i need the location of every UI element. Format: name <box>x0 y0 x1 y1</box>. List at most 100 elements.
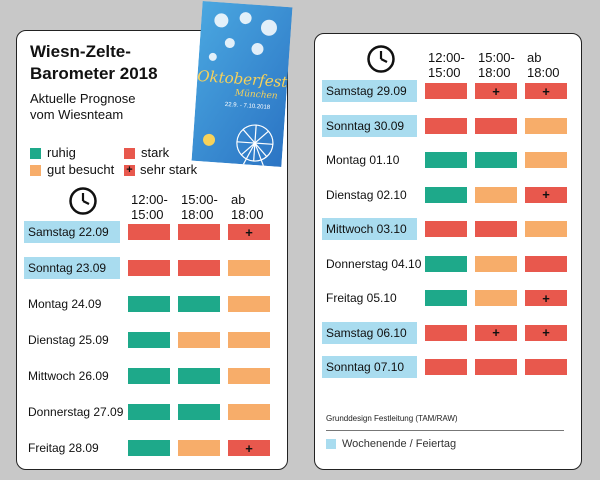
crowd-cell-sehr-stark: + <box>228 440 270 456</box>
day-label: Sonntag 23.09 <box>24 257 120 279</box>
swatch-stark <box>124 147 135 159</box>
credit-note: Grunddesign Festleitung (TAM/RAW) <box>326 414 458 423</box>
day-row: Sonntag 30.09 <box>322 114 572 137</box>
crowd-cell-gut <box>178 440 220 456</box>
day-row: Sonntag 07.10 <box>322 356 572 378</box>
crowd-cell-stark <box>178 260 220 276</box>
crowd-cell-gut <box>475 290 517 306</box>
crowd-cell-ruhig <box>475 152 517 168</box>
swatch-gut <box>30 164 41 176</box>
poster-dates: 22.9. - 7.10.2018 <box>225 102 271 111</box>
clock-icon <box>69 187 97 215</box>
oktoberfest-poster: Oktoberfest München 22.9. - 7.10.2018 <box>191 1 293 167</box>
crowd-cell-sehr-stark: + <box>525 290 567 306</box>
crowd-cell-gut <box>525 152 567 168</box>
page-title: Wiesn-Zelte- Barometer 2018 <box>30 42 158 83</box>
crowd-cell-stark <box>128 224 170 240</box>
legend-weekend: Wochenende / Feiertag <box>326 438 456 450</box>
crowd-cell-sehr-stark: + <box>475 324 517 341</box>
crowd-cell-stark <box>425 117 467 134</box>
crowd-cell-gut <box>228 296 270 312</box>
crowd-cell-ruhig <box>128 368 170 384</box>
plus-icon: + <box>245 440 253 456</box>
day-label: Dienstag 25.09 <box>28 333 109 347</box>
crowd-cell-sehr-stark: + <box>475 83 517 99</box>
crowd-cell-sehr-stark: + <box>525 324 567 341</box>
day-label: Samstag 29.09 <box>322 80 417 102</box>
header-slot-2: 15:00- 18:00 <box>181 192 218 222</box>
crowd-cell-sehr-stark: + <box>228 224 270 240</box>
crowd-cell-stark <box>525 359 567 375</box>
crowd-cell-gut <box>228 332 270 348</box>
day-row: Freitag 05.10 + <box>322 287 572 309</box>
day-label: Sonntag 07.10 <box>322 356 417 378</box>
day-label: Dienstag 02.10 <box>326 187 407 202</box>
ferris-wheel-icon <box>236 124 274 166</box>
day-label: Freitag 05.10 <box>326 291 397 305</box>
crowd-cell-stark <box>525 255 567 272</box>
legend-stark: stark <box>124 146 169 160</box>
crowd-cell-gut <box>475 255 517 272</box>
subtitle: Aktuelle Prognose vom Wiesnteam <box>30 91 136 122</box>
header-slot-1: 12:00- 15:00 <box>131 192 168 222</box>
crowd-cell-stark <box>425 359 467 375</box>
day-label: Sonntag 30.09 <box>322 114 417 137</box>
day-row: Donnerstag 04.10 <box>322 253 572 275</box>
crowd-cell-gut <box>525 117 567 134</box>
day-row: Donnerstag 27.09 <box>24 401 274 423</box>
crowd-cell-ruhig <box>128 440 170 456</box>
plus-icon: + <box>542 290 550 306</box>
crowd-cell-gut <box>178 332 220 348</box>
crowd-cell-gut <box>228 368 270 384</box>
day-row: Dienstag 02.10 + <box>322 184 572 206</box>
plus-icon: + <box>492 325 500 340</box>
crowd-cell-ruhig <box>178 296 220 312</box>
day-row: Montag 24.09 <box>24 293 274 315</box>
day-label: Montag 01.10 <box>326 153 400 167</box>
crowd-cell-gut <box>228 404 270 420</box>
crowd-cell-stark <box>425 221 467 237</box>
day-row: Samstag 22.09 + <box>24 221 274 243</box>
legend-gut: gut besucht <box>30 163 114 177</box>
footer-divider <box>326 430 564 431</box>
legend-sehr-stark: + sehr stark <box>124 163 197 177</box>
crowd-cell-gut <box>475 186 517 203</box>
plus-icon: + <box>124 164 135 176</box>
crowd-cell-ruhig <box>178 404 220 420</box>
day-row: Dienstag 25.09 <box>24 329 274 351</box>
crowd-cell-gut <box>228 260 270 276</box>
crowd-cell-stark <box>425 324 467 341</box>
swatch-weekend <box>326 439 336 449</box>
crowd-cell-ruhig <box>178 368 220 384</box>
day-label: Montag 24.09 <box>28 297 102 311</box>
plus-icon: + <box>542 187 550 202</box>
crowd-cell-ruhig <box>425 290 467 306</box>
crowd-cell-stark <box>178 224 220 240</box>
right-card <box>314 33 582 470</box>
crowd-cell-ruhig <box>425 152 467 168</box>
crowd-cell-stark <box>475 359 517 375</box>
crowd-cell-stark <box>475 117 517 134</box>
crowd-cell-ruhig <box>425 186 467 203</box>
day-row: Freitag 28.09 + <box>24 437 274 459</box>
legend-ruhig: ruhig <box>30 146 76 160</box>
swatch-ruhig <box>30 147 41 159</box>
header-slot-2: 15:00- 18:00 <box>478 50 515 80</box>
poster-city: München <box>234 88 279 101</box>
crowd-cell-sehr-stark: + <box>525 186 567 203</box>
header-slot-1: 12:00- 15:00 <box>428 50 465 80</box>
crowd-cell-stark <box>128 260 170 276</box>
day-row: Sonntag 23.09 <box>24 257 274 279</box>
day-row: Mittwoch 03.10 <box>322 218 572 240</box>
day-label: Samstag 22.09 <box>24 221 120 243</box>
day-row: Samstag 06.10 + + <box>322 321 572 344</box>
header-slot-3: ab 18:00 <box>231 192 264 222</box>
crowd-cell-ruhig <box>128 332 170 348</box>
crowd-cell-stark <box>425 83 467 99</box>
day-label: Mittwoch 26.09 <box>28 369 109 383</box>
day-label: Freitag 28.09 <box>28 441 99 455</box>
day-label: Samstag 06.10 <box>322 321 417 344</box>
header-slot-3: ab 18:00 <box>527 50 560 80</box>
day-label: Donnerstag 27.09 <box>28 405 124 419</box>
day-label: Mittwoch 03.10 <box>322 218 417 240</box>
